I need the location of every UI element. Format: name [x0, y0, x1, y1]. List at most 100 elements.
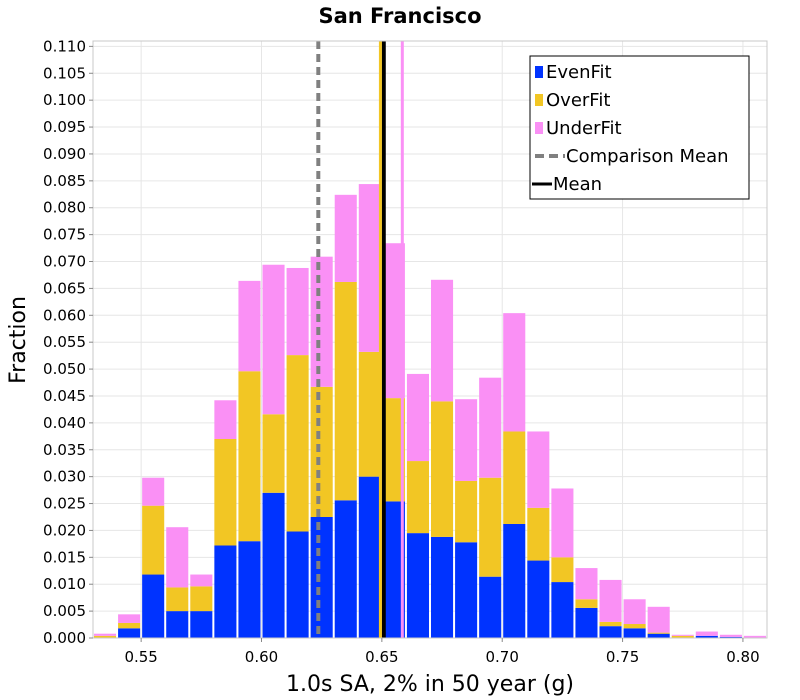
- bar-evenfit: [142, 574, 165, 638]
- bar-overfit: [262, 414, 285, 493]
- bar-evenfit: [262, 492, 285, 638]
- y-tick-label: 0.035: [43, 441, 86, 459]
- y-tick-label: 0.100: [43, 91, 86, 109]
- bar-underfit: [406, 373, 429, 462]
- bar-overfit: [238, 371, 261, 542]
- bar-evenfit: [382, 501, 405, 638]
- bar-evenfit: [527, 560, 550, 638]
- bar-underfit: [455, 399, 478, 481]
- bar-evenfit: [599, 626, 622, 638]
- bar-evenfit: [647, 633, 670, 638]
- bar-overfit: [503, 431, 526, 524]
- bar-underfit: [599, 579, 622, 622]
- x-axis-label: 1.0s SA, 2% in 50 year (g): [286, 672, 574, 697]
- legend-box: [529, 55, 750, 200]
- bar-overfit: [599, 621, 622, 627]
- legend-label: EvenFit: [546, 62, 612, 83]
- y-tick-label: 0.025: [43, 495, 86, 513]
- bar-evenfit: [575, 607, 598, 638]
- bar-overfit: [358, 351, 381, 477]
- bar-evenfit: [455, 542, 478, 638]
- bar-overfit: [142, 505, 165, 575]
- bar-evenfit: [166, 611, 189, 638]
- y-axis-label: Fraction: [6, 296, 31, 384]
- bar-overfit: [334, 281, 357, 501]
- y-tick-label: 0.060: [43, 306, 86, 324]
- bar-underfit: [94, 633, 117, 636]
- y-tick-label: 0.080: [43, 199, 86, 217]
- bar-evenfit: [695, 635, 718, 638]
- x-tick-label: 0.55: [124, 648, 157, 666]
- bar-overfit: [455, 480, 478, 543]
- legend-swatch: [535, 94, 543, 106]
- legend-label: Comparison Mean: [566, 146, 729, 167]
- y-tick-label: 0.000: [43, 629, 86, 647]
- bar-overfit: [310, 386, 333, 517]
- y-tick-label: 0.055: [43, 333, 86, 351]
- y-tick-label: 0.010: [43, 575, 86, 593]
- bar-overfit: [382, 398, 405, 502]
- x-axis-ticks: 0.55 0.60 0.65 0.70 0.75 0.80: [124, 638, 760, 666]
- bar-underfit: [431, 279, 454, 402]
- bar-evenfit: [406, 533, 429, 638]
- bar-underfit: [623, 599, 646, 625]
- bar-underfit: [238, 280, 261, 372]
- y-tick-label: 0.040: [43, 414, 86, 432]
- bar-overfit: [671, 635, 694, 638]
- bar-evenfit: [190, 611, 213, 638]
- bar-evenfit: [431, 536, 454, 638]
- chart-title: San Francisco: [318, 4, 481, 28]
- bar-overfit: [166, 587, 189, 612]
- y-tick-label: 0.075: [43, 226, 86, 244]
- legend-swatch: [535, 66, 543, 78]
- bar-evenfit: [503, 523, 526, 638]
- bar-evenfit: [214, 545, 237, 638]
- bar-underfit: [286, 267, 309, 356]
- bar-overfit: [118, 622, 141, 629]
- bar-overfit: [190, 586, 213, 612]
- bar-underfit: [262, 264, 285, 415]
- bar-overfit: [286, 355, 309, 532]
- bar-underfit: [334, 194, 357, 282]
- bar-overfit: [551, 557, 574, 583]
- bar-evenfit: [238, 541, 261, 638]
- bar-underfit: [503, 313, 526, 432]
- y-tick-label: 0.065: [43, 279, 86, 297]
- bar-underfit: [118, 614, 141, 623]
- bar-evenfit: [623, 628, 646, 638]
- bar-underfit: [382, 243, 405, 399]
- legend-label: Mean: [553, 174, 602, 195]
- bar-overfit: [479, 477, 502, 577]
- bar-underfit: [166, 527, 189, 588]
- bar-underfit: [647, 606, 670, 633]
- legend: EvenFit OverFit UnderFit Comparison Mean Mea…: [529, 55, 750, 200]
- legend-label: OverFit: [546, 90, 610, 111]
- bar-underfit: [575, 568, 598, 600]
- bar-underfit: [551, 488, 574, 558]
- y-axis-ticks: 0.000 0.005 0.010 0.015 0.020 0.025 0.030 0.035…: [43, 37, 93, 647]
- bar-underfit: [527, 431, 550, 508]
- y-tick-label: 0.015: [43, 548, 86, 566]
- bar-underfit: [142, 477, 165, 506]
- bar-evenfit: [118, 628, 141, 638]
- bar-underfit: [743, 635, 766, 638]
- bar-underfit: [358, 184, 381, 352]
- plot-frame: [92, 40, 768, 639]
- bar-overfit: [214, 439, 237, 546]
- bar-underfit: [190, 574, 213, 587]
- y-tick-label: 0.110: [43, 37, 86, 55]
- x-tick-label: 0.65: [365, 648, 398, 666]
- bar-underfit: [479, 377, 502, 478]
- mean-lines: [316, 41, 404, 638]
- bar-overfit: [623, 624, 646, 629]
- x-tick-label: 0.60: [245, 648, 278, 666]
- bar-overfit: [406, 461, 429, 534]
- y-tick-label: 0.105: [43, 64, 86, 82]
- x-tick-label: 0.70: [486, 648, 519, 666]
- y-tick-label: 0.045: [43, 387, 86, 405]
- bar-underfit: [695, 631, 718, 636]
- bar-overfit: [431, 401, 454, 537]
- bar-overfit: [575, 599, 598, 608]
- bar-evenfit: [479, 576, 502, 638]
